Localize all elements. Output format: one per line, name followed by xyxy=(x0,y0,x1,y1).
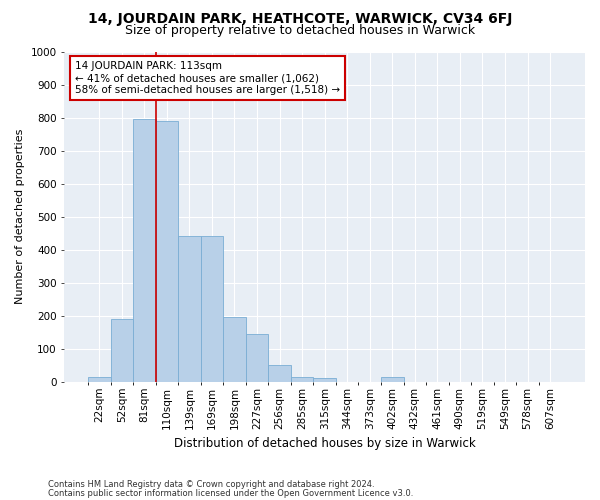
Text: Contains HM Land Registry data © Crown copyright and database right 2024.: Contains HM Land Registry data © Crown c… xyxy=(48,480,374,489)
Bar xyxy=(268,365,291,382)
Bar xyxy=(246,334,268,382)
Bar xyxy=(381,376,404,382)
Bar xyxy=(110,319,133,382)
Bar xyxy=(155,121,178,382)
Text: Contains public sector information licensed under the Open Government Licence v3: Contains public sector information licen… xyxy=(48,488,413,498)
Bar xyxy=(178,236,200,382)
Text: 14 JOURDAIN PARK: 113sqm
← 41% of detached houses are smaller (1,062)
58% of sem: 14 JOURDAIN PARK: 113sqm ← 41% of detach… xyxy=(75,62,340,94)
Bar xyxy=(223,318,246,382)
Text: 14, JOURDAIN PARK, HEATHCOTE, WARWICK, CV34 6FJ: 14, JOURDAIN PARK, HEATHCOTE, WARWICK, C… xyxy=(88,12,512,26)
Bar xyxy=(200,236,223,382)
X-axis label: Distribution of detached houses by size in Warwick: Distribution of detached houses by size … xyxy=(174,437,476,450)
Bar xyxy=(291,376,313,382)
Text: Size of property relative to detached houses in Warwick: Size of property relative to detached ho… xyxy=(125,24,475,37)
Bar xyxy=(313,378,336,382)
Y-axis label: Number of detached properties: Number of detached properties xyxy=(15,129,25,304)
Bar xyxy=(88,376,110,382)
Bar xyxy=(133,119,155,382)
